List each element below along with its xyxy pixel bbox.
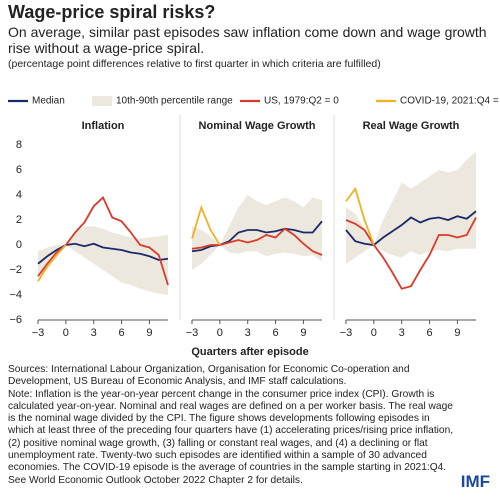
x-tick-label: 3	[91, 327, 97, 339]
line-series	[37, 195, 169, 286]
line-series	[37, 242, 169, 265]
y-tick-label: −6	[9, 314, 22, 326]
y-tick-label: 8	[16, 139, 22, 151]
x-tick-label: 9	[146, 327, 152, 339]
x-axis-title: Quarters after episode	[191, 346, 308, 358]
panel-title: Real Wage Growth	[363, 120, 460, 132]
x-tick-label: −3	[186, 327, 199, 339]
y-tick-label: 2	[16, 214, 22, 226]
line-series	[191, 204, 221, 246]
x-tick-label: 6	[427, 327, 433, 339]
percentile-band	[192, 195, 322, 270]
line-series	[191, 227, 323, 256]
unit-note: (percentage point differences relative t…	[8, 58, 381, 70]
x-tick-label: −3	[32, 327, 45, 339]
x-tick-label: 0	[63, 327, 69, 339]
y-tick-label: 6	[16, 164, 22, 176]
line-series	[37, 244, 67, 282]
x-tick-label: 9	[300, 327, 306, 339]
percentile-band	[346, 151, 476, 264]
legend-label: US, 1979:Q2 = 0	[264, 96, 339, 107]
x-tick-label: 6	[273, 327, 279, 339]
note: Note: Inflation is the year-on-year perc…	[8, 388, 454, 486]
chart-subtitle: On average, similar past episodes saw in…	[8, 24, 487, 56]
legend-label: Median	[32, 96, 65, 107]
panel-title: Inflation	[82, 120, 125, 132]
x-tick-label: 0	[217, 327, 223, 339]
x-tick-label: −3	[340, 327, 353, 339]
logo: IMF	[460, 472, 490, 491]
legend-label: COVID-19, 2021:Q4 = 0	[400, 96, 500, 107]
y-tick-label: −4	[9, 289, 22, 301]
line-series	[345, 210, 477, 246]
x-tick-label: 9	[454, 327, 460, 339]
y-tick-label: −2	[9, 264, 22, 276]
line-series	[345, 217, 477, 290]
line-series	[345, 186, 375, 246]
legend-swatch	[92, 96, 112, 106]
x-tick-label: 0	[371, 327, 377, 339]
x-tick-label: 3	[245, 327, 251, 339]
x-tick-label: 3	[399, 327, 405, 339]
chart-title: Wage-price spiral risks?	[8, 2, 216, 22]
footer: Sources: International Labour Organizati…	[8, 364, 458, 487]
y-tick-label: 0	[16, 239, 22, 251]
x-tick-label: 6	[119, 327, 125, 339]
y-tick-label: 4	[16, 189, 22, 201]
legend-label: 10th-90th percentile range	[116, 96, 233, 107]
percentile-band	[38, 226, 168, 295]
sources: Sources: International Labour Organizati…	[8, 364, 410, 388]
panel-title: Nominal Wage Growth	[199, 120, 316, 132]
